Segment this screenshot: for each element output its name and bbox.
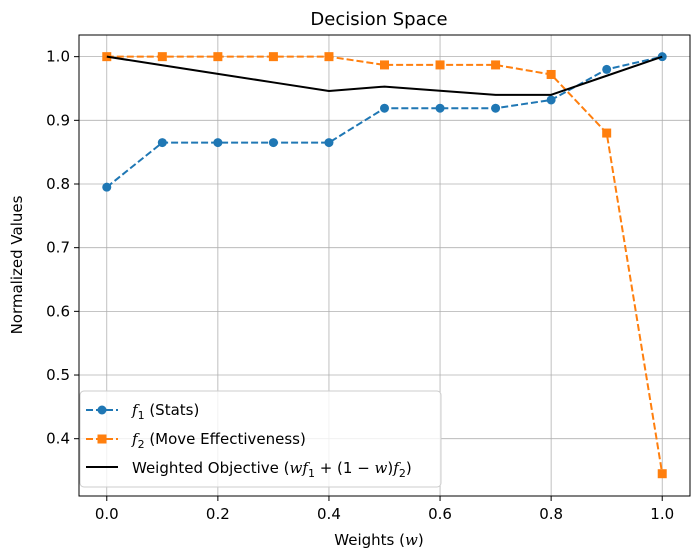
data-point-f2 bbox=[324, 52, 334, 62]
data-point-f1 bbox=[268, 138, 278, 148]
chart-title: Decision Space bbox=[310, 9, 447, 30]
data-point-f2 bbox=[491, 60, 501, 70]
y-tick-label: 1.0 bbox=[46, 48, 70, 66]
data-point-f2 bbox=[657, 469, 667, 479]
y-tick-label: 0.7 bbox=[46, 239, 70, 257]
legend: f1 (Stats) f2 (Move Effectiveness) Weigh… bbox=[79, 390, 442, 488]
legend-label-objective: Weighted Objective (wf1 + (1 − w)f2) bbox=[132, 459, 412, 480]
data-point-f2 bbox=[380, 60, 389, 70]
series-line-f2 bbox=[106, 55, 664, 474]
data-point-f2 bbox=[268, 52, 278, 62]
data-point-f2 bbox=[157, 52, 167, 62]
x-tick-label: 1.0 bbox=[650, 505, 674, 523]
data-point-f2 bbox=[213, 52, 223, 62]
data-point-f1 bbox=[546, 95, 556, 105]
data-point-f1 bbox=[102, 182, 112, 192]
legend-item-objective: Weighted Objective (wf1 + (1 − w)f2) bbox=[86, 459, 412, 480]
x-tick-label: 0.4 bbox=[317, 505, 341, 523]
legend-box bbox=[79, 390, 442, 488]
legend-label-f2: f2 (Move Effectiveness) bbox=[131, 430, 306, 451]
y-tick-label: 0.8 bbox=[46, 175, 70, 193]
data-point-f1 bbox=[602, 64, 612, 74]
data-point-f2 bbox=[546, 69, 556, 79]
legend-marker-f2 bbox=[97, 434, 107, 444]
data-point-f2 bbox=[435, 60, 445, 70]
data-point-f1 bbox=[324, 138, 334, 148]
y-axis-label: Normalized Values bbox=[8, 195, 26, 334]
series-layer bbox=[102, 52, 667, 479]
x-tick-label: 0.6 bbox=[428, 505, 452, 523]
y-tick-label: 0.5 bbox=[46, 366, 70, 384]
legend-item-f1: f1 (Stats) bbox=[86, 401, 199, 422]
data-point-f2 bbox=[602, 128, 612, 138]
legend-label-f1: f1 (Stats) bbox=[131, 401, 199, 422]
y-tick-label: 0.9 bbox=[46, 111, 70, 129]
legend-marker-f1 bbox=[97, 405, 107, 415]
plot-area-frame bbox=[78, 34, 691, 497]
data-point-f1 bbox=[435, 103, 445, 113]
grid-lines bbox=[79, 35, 690, 496]
y-tick-label: 0.4 bbox=[46, 430, 70, 448]
x-tick-label: 0.0 bbox=[95, 505, 119, 523]
y-axis-ticks: 0.4 0.5 0.6 0.7 0.8 0.9 1.0 bbox=[46, 48, 79, 448]
x-axis-ticks: 0.0 0.2 0.4 0.6 0.8 1.0 bbox=[95, 496, 674, 523]
legend-item-f2: f2 (Move Effectiveness) bbox=[86, 430, 306, 451]
data-point-f1 bbox=[491, 103, 501, 113]
series-line-objective bbox=[106, 55, 663, 96]
data-point-f1 bbox=[380, 103, 389, 113]
x-tick-label: 0.8 bbox=[539, 505, 563, 523]
data-point-f1 bbox=[157, 138, 167, 148]
y-tick-label: 0.6 bbox=[46, 302, 70, 320]
x-axis-label: Weights (w) bbox=[334, 531, 423, 549]
x-tick-label: 0.2 bbox=[206, 505, 230, 523]
data-point-f1 bbox=[213, 138, 223, 148]
